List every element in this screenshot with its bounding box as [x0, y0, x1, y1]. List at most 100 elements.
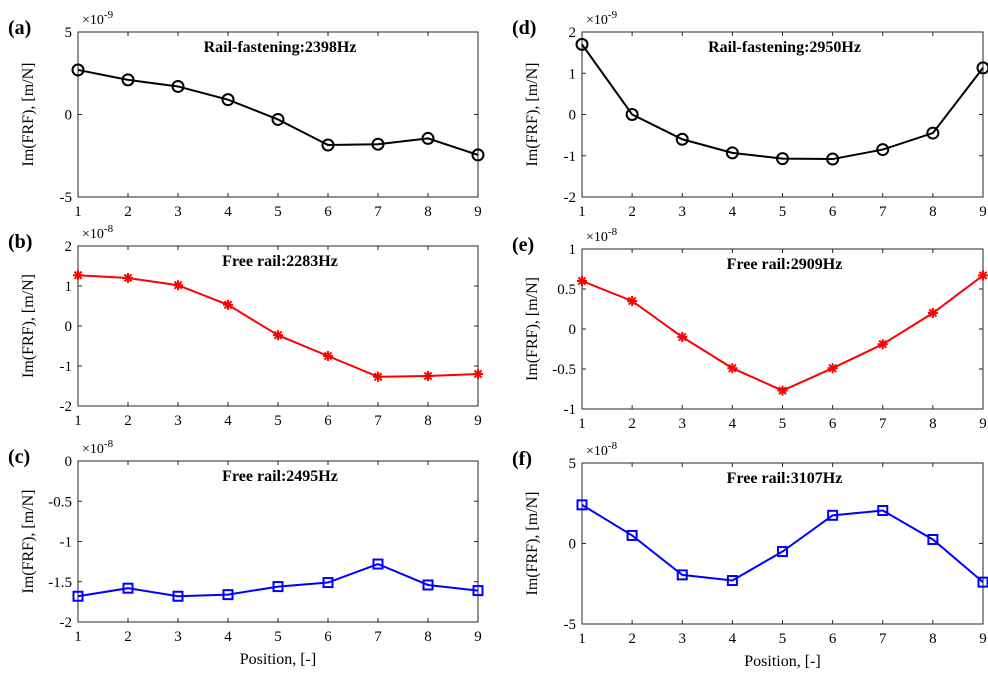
panel-label: (e) [512, 234, 534, 256]
x-tick-label: 9 [474, 413, 482, 429]
axes-box [581, 248, 984, 410]
chart-panel-e: 1 2 3 4 5 6 7 8 9 -1 -0.5 0 0.5 1 ×10-8 (e) Free rail:29… [512, 226, 988, 432]
data-point [677, 332, 688, 342]
series-line [581, 274, 984, 392]
x-tick-label: 3 [174, 204, 182, 220]
star-stroke [878, 339, 888, 349]
x-tick-label: 3 [679, 204, 687, 220]
data-point [927, 533, 939, 545]
data-point [322, 577, 334, 589]
x-tick-label: 8 [424, 629, 432, 645]
y-tick-label: 2 [569, 25, 577, 41]
x-tick-label: 5 [779, 631, 787, 647]
x-tick-label: 2 [124, 629, 132, 645]
data-point [272, 581, 284, 593]
data-point [73, 270, 83, 281]
data-point [223, 299, 233, 310]
x-tick-label: 7 [879, 204, 887, 220]
data-point [675, 132, 689, 146]
y-axis-label: Im(FRF), [m/N] [524, 63, 541, 167]
x-tick-label: 1 [74, 204, 82, 220]
y-tick-label: 0 [569, 322, 577, 338]
data-point [171, 79, 185, 93]
chart-title: Free rail:2495Hz [222, 468, 338, 485]
x-tick-label: 5 [274, 413, 282, 429]
y-tick-label: 2 [65, 239, 73, 255]
star-stroke [828, 363, 837, 373]
data-point [222, 589, 234, 601]
data-point [725, 146, 739, 160]
x-tick-label: 5 [779, 204, 787, 220]
data-point [626, 529, 638, 541]
y-exponent-label: ×10-9 [586, 9, 618, 28]
star-stroke [273, 330, 283, 340]
data-point [576, 499, 588, 511]
x-tick-label: 7 [374, 413, 382, 429]
y-axis-label: Im(FRF), [m/N] [524, 277, 541, 381]
data-point [777, 385, 788, 396]
data-point [172, 590, 184, 602]
y-exponent-label: ×10-8 [586, 440, 618, 459]
data-point [826, 152, 840, 166]
axes-box [77, 460, 479, 623]
chart-panel-d: 1 2 3 4 5 6 7 8 9 -2 -1 0 1 2 ×10-9 (d) Rail-fastening:2… [512, 9, 988, 220]
x-tick-label: 1 [74, 629, 82, 645]
x-tick-label: 2 [628, 204, 636, 220]
x-tick-label: 1 [578, 631, 586, 647]
star-stroke [978, 271, 988, 280]
data-point [372, 558, 384, 570]
data-point [373, 371, 383, 382]
x-tick-label: 7 [879, 416, 887, 432]
chart-panel-f: 1 2 3 4 5 6 7 8 9 -5 0 5 ×10-8 (f) Free rail:3107Hz Im(… [512, 440, 988, 670]
data-point [321, 138, 335, 152]
y-tick-label: 0 [569, 108, 577, 124]
data-point [473, 369, 483, 379]
x-tick-label: 5 [779, 416, 787, 432]
star-stroke [173, 280, 183, 290]
x-tick-label: 1 [578, 204, 586, 220]
data-point [727, 363, 738, 374]
y-axis-label: Im(FRF), [m/N] [20, 274, 37, 378]
y-tick-label: 0 [569, 537, 577, 553]
y-axis-label: Im(FRF), [m/N] [20, 490, 37, 594]
star-stroke [123, 273, 133, 283]
star-stroke [373, 372, 383, 382]
data-point [627, 296, 638, 306]
data-point [273, 330, 283, 341]
data-point [72, 590, 84, 602]
panel-label: (a) [8, 17, 31, 39]
data-point [577, 276, 587, 286]
y-tick-label: 0.5 [557, 282, 576, 298]
x-tick-label: 5 [274, 629, 282, 645]
axes-box [77, 245, 479, 407]
x-tick-label: 9 [979, 416, 987, 432]
x-tick-label: 7 [374, 629, 382, 645]
series-line [581, 504, 984, 583]
x-tick-label: 4 [729, 631, 737, 647]
x-tick-label: 2 [124, 204, 132, 220]
panel-label: (f) [512, 448, 532, 470]
x-tick-label: 2 [124, 413, 132, 429]
data-point [173, 280, 183, 291]
chart-title: Free rail:3107Hz [727, 470, 843, 487]
data-point [323, 351, 333, 361]
y-tick-label: -1 [564, 149, 577, 165]
x-axis-label: Position, [-] [744, 653, 820, 670]
panel-label: (c) [8, 446, 30, 468]
x-tick-label: 4 [224, 204, 232, 220]
data-point [976, 61, 988, 75]
data-point [271, 112, 285, 126]
x-tick-label: 1 [578, 416, 586, 432]
star-stroke [778, 386, 787, 395]
star-stroke [627, 296, 637, 306]
x-tick-label: 5 [274, 204, 282, 220]
data-point [777, 546, 788, 558]
y-exponent-label: ×10-9 [82, 9, 114, 28]
panel-label: (d) [512, 17, 536, 39]
data-point [471, 148, 485, 162]
star-stroke [928, 308, 938, 318]
x-tick-label: 3 [174, 413, 182, 429]
y-tick-label: 0 [65, 108, 73, 124]
data-point [776, 152, 789, 166]
